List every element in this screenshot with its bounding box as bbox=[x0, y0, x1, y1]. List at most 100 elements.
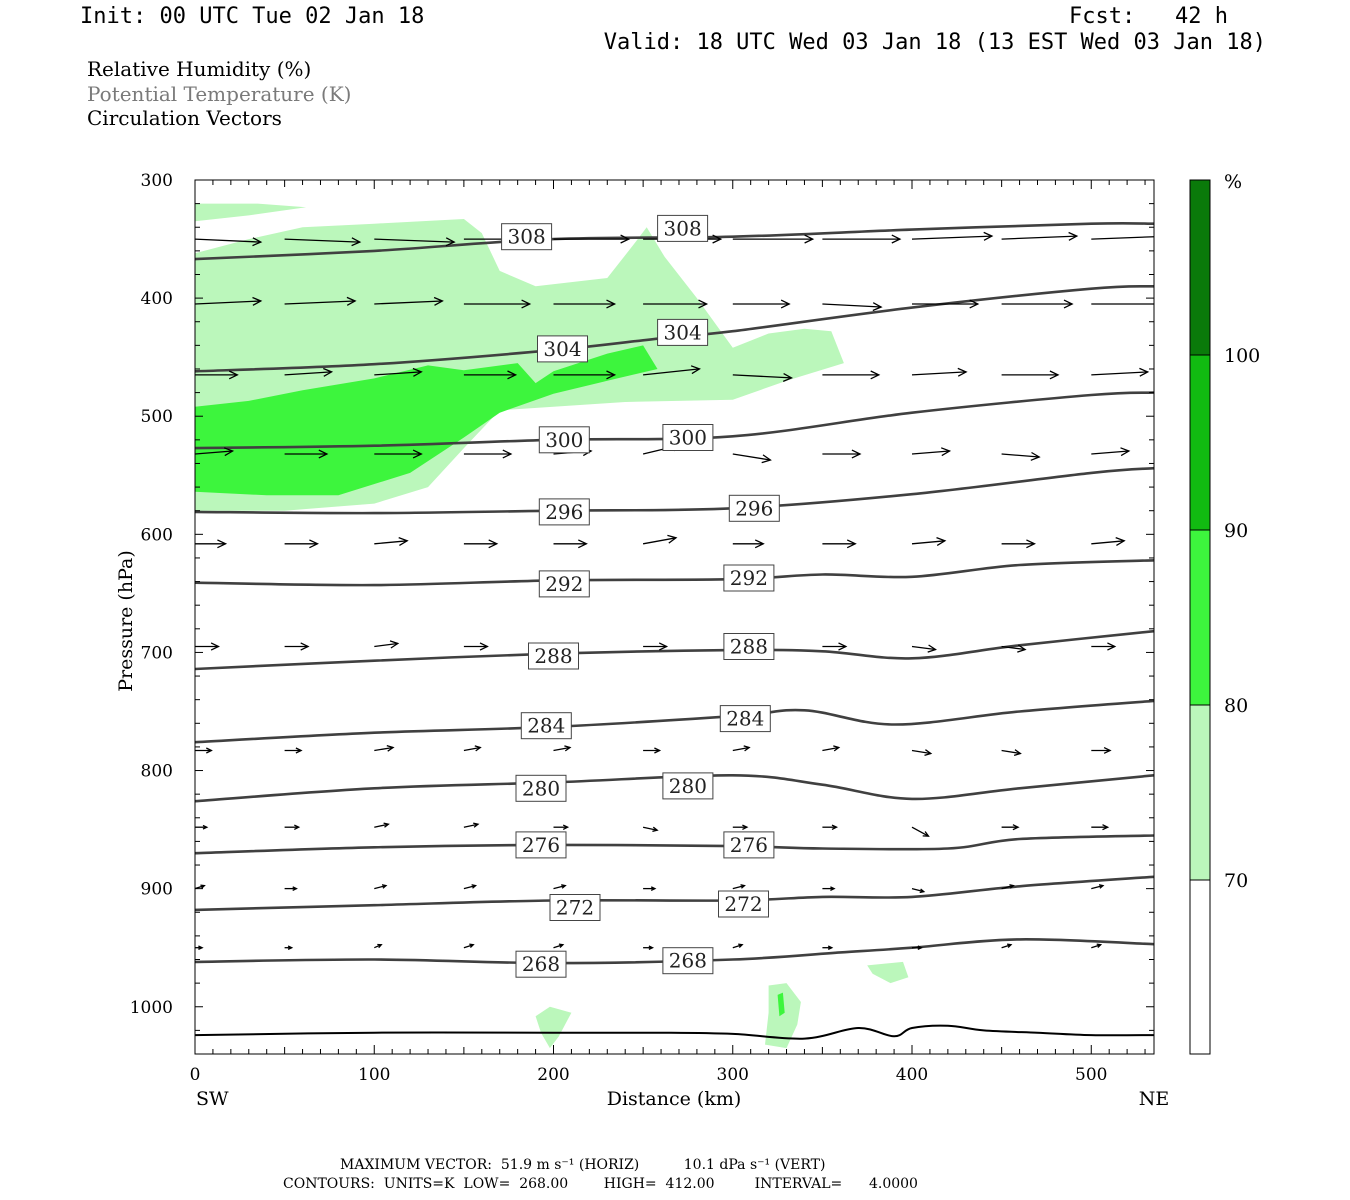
vector-head bbox=[667, 534, 678, 544]
vector-shaft bbox=[1001, 884, 1014, 890]
vector-head bbox=[833, 745, 841, 752]
circulation-vector bbox=[822, 886, 836, 891]
vector-head bbox=[872, 302, 883, 312]
vector-head bbox=[502, 449, 513, 459]
vector-head bbox=[754, 539, 765, 549]
theta-label-box bbox=[515, 950, 567, 978]
vector-head bbox=[292, 886, 298, 891]
vector-shaft bbox=[195, 450, 233, 455]
theta-label-text: 304 bbox=[664, 320, 702, 344]
circulation-vector bbox=[284, 945, 294, 950]
vector-shaft bbox=[911, 450, 950, 455]
circulation-vector bbox=[374, 943, 383, 949]
vector-head bbox=[351, 237, 362, 247]
colorbar-segment-4 bbox=[1189, 879, 1211, 1055]
vector-head bbox=[870, 370, 881, 380]
theta-label-304-1: 304 bbox=[657, 318, 709, 346]
vector-head bbox=[198, 945, 204, 950]
theta-label-text: 288 bbox=[730, 635, 768, 659]
theta-label-288-1: 288 bbox=[723, 633, 775, 660]
circulation-vector bbox=[284, 824, 301, 830]
vector-shaft bbox=[732, 374, 792, 379]
vector-head bbox=[1068, 231, 1079, 241]
vector-shaft bbox=[1091, 540, 1125, 545]
circulation-vector bbox=[1001, 370, 1060, 380]
theta-label-box bbox=[723, 831, 775, 859]
x-tick-label-400: 400 bbox=[896, 1065, 928, 1085]
vector-shaft bbox=[1091, 371, 1148, 376]
vector-head bbox=[917, 945, 923, 950]
vector-head bbox=[1012, 824, 1020, 831]
vector-head bbox=[652, 826, 659, 833]
theta-label-box bbox=[662, 424, 714, 451]
circulation-vector bbox=[912, 299, 980, 309]
circulation-vector bbox=[911, 644, 937, 653]
theta-label-text: 308 bbox=[508, 225, 546, 249]
vector-head bbox=[804, 234, 815, 244]
vector-head bbox=[919, 888, 926, 894]
vector-head bbox=[202, 824, 209, 830]
circulation-vector bbox=[822, 370, 881, 380]
theta-label-276-0: 276 bbox=[515, 831, 567, 859]
circulation-vector bbox=[195, 747, 213, 754]
theta-contour-276 bbox=[195, 834, 1154, 855]
colorbar-level-80: 80 bbox=[1224, 695, 1248, 717]
theta-label-box bbox=[723, 564, 775, 592]
theta-label-300-0: 300 bbox=[538, 426, 590, 454]
vector-head bbox=[479, 642, 489, 651]
vector-shaft bbox=[463, 944, 474, 949]
theta-label-box bbox=[538, 426, 590, 454]
vector-shaft bbox=[911, 645, 936, 651]
vector-shaft bbox=[732, 884, 745, 890]
vector-head bbox=[507, 370, 518, 380]
vector-shaft bbox=[374, 371, 422, 376]
vector-head bbox=[1007, 943, 1013, 948]
vector-shaft bbox=[732, 944, 743, 949]
circulation-vector bbox=[553, 370, 617, 380]
vector-shaft bbox=[911, 887, 924, 893]
legend-potential-temperature: Potential Temperature (K) bbox=[87, 82, 352, 106]
vector-shaft bbox=[1001, 645, 1026, 651]
colorbar-level-90: 90 bbox=[1224, 520, 1248, 542]
vector-shaft bbox=[463, 746, 481, 752]
vector-shaft bbox=[284, 300, 356, 305]
theta-label-272-0: 272 bbox=[549, 894, 601, 921]
circulation-vector bbox=[1001, 539, 1036, 549]
vector-head bbox=[564, 745, 572, 752]
circulation-vector bbox=[195, 539, 228, 549]
vector-head bbox=[309, 539, 319, 549]
theta-label-text: 300 bbox=[545, 428, 583, 452]
theta-label-box bbox=[662, 947, 714, 975]
circulation-vector bbox=[643, 642, 669, 651]
circulation-vector bbox=[732, 453, 772, 464]
vector-head bbox=[210, 642, 220, 651]
circulation-vector bbox=[463, 370, 518, 380]
theta-label-text: 292 bbox=[545, 572, 583, 596]
vector-shaft bbox=[911, 826, 929, 837]
circulation-vector bbox=[463, 299, 532, 309]
rh-region-70-80-4 bbox=[765, 983, 801, 1049]
theta-contour-288 bbox=[195, 629, 1154, 671]
theta-label-text: 280 bbox=[522, 776, 560, 800]
circulation-vector bbox=[553, 943, 565, 949]
theta-label-288-0: 288 bbox=[528, 642, 579, 670]
y-tick-label-500: 500 bbox=[141, 407, 173, 427]
theta-label-296-1: 296 bbox=[728, 494, 780, 522]
theta-label-text: 284 bbox=[527, 714, 565, 738]
vector-shaft bbox=[195, 238, 261, 243]
vector-head bbox=[287, 945, 294, 950]
circulation-vector bbox=[1091, 447, 1131, 457]
valid-time: Valid: 18 UTC Wed 03 Jan 18 (13 EST Wed … bbox=[603, 30, 1266, 55]
circulation-vector bbox=[732, 824, 749, 830]
circulation-vector bbox=[732, 373, 793, 382]
vector-head bbox=[217, 539, 228, 549]
vector-shaft bbox=[1091, 450, 1129, 455]
circulation-vector bbox=[822, 302, 883, 312]
axis-layer: 300 400 500 600 700 800 900 1000 0 100 200 300 400 50… bbox=[130, 171, 1154, 1085]
circulation-vector bbox=[1001, 644, 1027, 653]
theta-label-280-0: 280 bbox=[515, 774, 567, 802]
ground-line bbox=[195, 1024, 1154, 1040]
circulation-vector bbox=[911, 231, 994, 241]
rh-shading-layer bbox=[195, 203, 909, 1049]
vector-head bbox=[891, 234, 902, 244]
